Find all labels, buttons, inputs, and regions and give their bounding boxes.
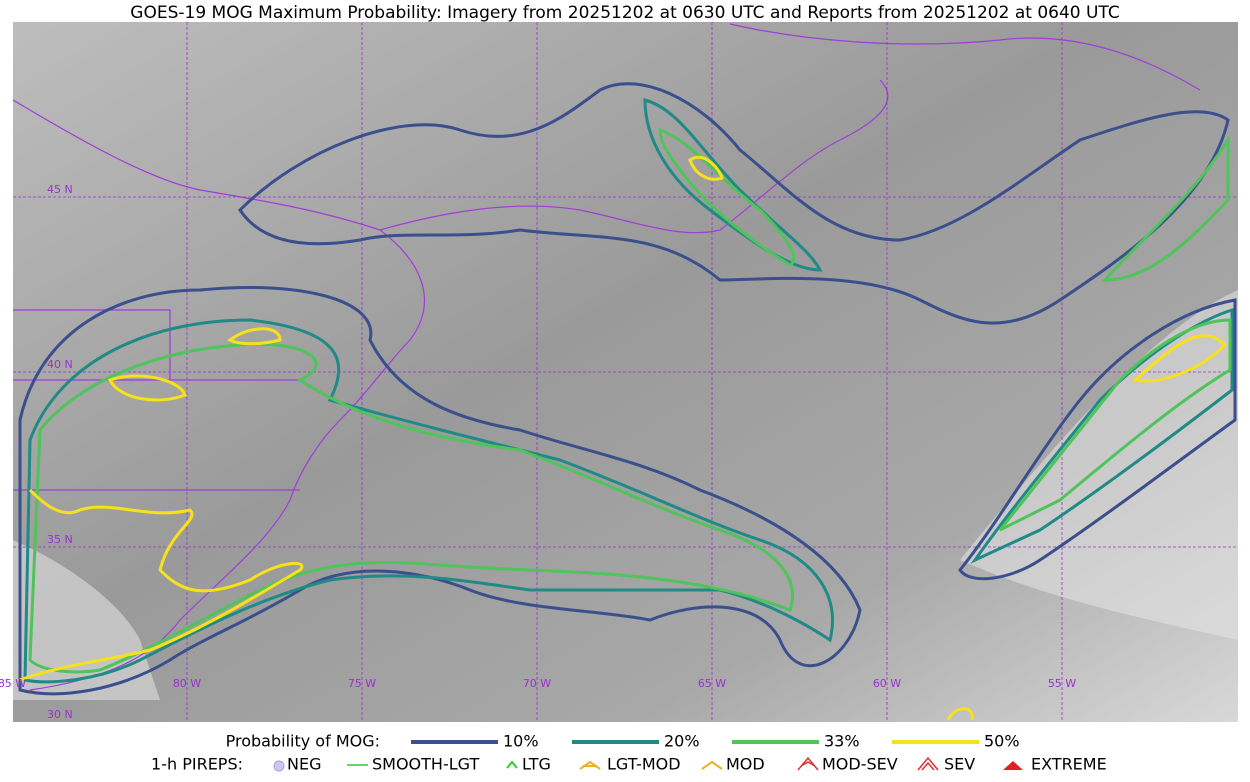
contour-10	[958, 298, 1237, 581]
legend-symbol	[506, 760, 518, 769]
legend-item: 50%	[984, 732, 1020, 751]
lon-label: 65 W	[698, 677, 726, 690]
lat-label: 35 N	[47, 533, 73, 546]
lat-label: 45 N	[47, 183, 73, 196]
legend-symbol	[917, 756, 939, 771]
legend-item: 33%	[824, 732, 860, 751]
legend-item: 20%	[664, 732, 700, 751]
legend-item: LTG	[522, 755, 551, 774]
lat-label: 40 N	[47, 358, 73, 371]
legend-item: SEV	[944, 755, 975, 774]
lon-label: 55 W	[1048, 677, 1076, 690]
graticule	[13, 22, 1238, 722]
contour-33	[1101, 134, 1230, 282]
legend-item: LGT-MOD	[607, 755, 681, 774]
title: GOES-19 MOG Maximum Probability: Imagery…	[130, 3, 1119, 23]
contour-50	[227, 327, 282, 346]
contour-50	[946, 707, 974, 721]
legend-item: NEG	[287, 755, 321, 774]
lon-label: 85 W	[0, 677, 26, 690]
map: 45 N 40 N 35 N 30 N 85 W 80 W 75 W 70 W …	[0, 22, 1238, 722]
lon-label: 80 W	[173, 677, 201, 690]
coastlines	[12, 23, 1201, 691]
legend-symbol	[1003, 761, 1023, 770]
lon-label: 70 W	[523, 677, 551, 690]
contour-33	[998, 318, 1232, 532]
legend-item: MOD-SEV	[822, 755, 898, 774]
contour-20	[23, 318, 834, 684]
contour-10	[238, 82, 1230, 325]
legend-symbol	[701, 760, 723, 770]
contour-50	[1131, 334, 1228, 383]
legend-symbol	[273, 760, 285, 772]
contours	[18, 82, 1237, 721]
lon-label: 75 W	[348, 677, 376, 690]
legend-item: MOD	[726, 755, 765, 774]
contour-33	[28, 342, 794, 674]
legend-symbol	[579, 760, 601, 770]
contour-10	[18, 286, 862, 696]
legend: Probability of MOG: 10% 20% 33% 50% 1-h …	[151, 732, 1107, 774]
legend-label: 1-h PIREPS:	[151, 755, 243, 774]
lon-label: 60 W	[873, 677, 901, 690]
legend-label: Probability of MOG:	[226, 732, 380, 751]
lat-label: 30 N	[47, 708, 73, 721]
contour-50	[107, 374, 187, 402]
contour-50	[19, 488, 304, 682]
legend-item: 10%	[503, 732, 539, 751]
legend-symbol	[797, 756, 819, 771]
contour-33	[658, 127, 796, 267]
contour-50	[688, 155, 724, 181]
contour-20	[643, 98, 823, 272]
legend-item: EXTREME	[1031, 755, 1107, 774]
legend-item: SMOOTH-LGT	[372, 755, 479, 774]
